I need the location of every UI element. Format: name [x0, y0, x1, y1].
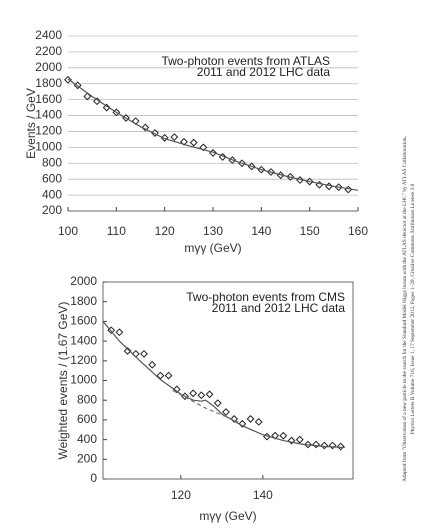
data-point	[140, 349, 148, 358]
y-tick-label: 400	[42, 187, 62, 201]
x-tick-label: 130	[203, 224, 223, 238]
data-point	[102, 103, 111, 112]
x-tick-label: 120	[171, 488, 191, 502]
y-tick-label: 2000	[70, 274, 97, 288]
y-tick-label: 1800	[70, 294, 97, 308]
x-axis-title: mγγ (GeV)	[199, 509, 256, 523]
data-point	[295, 435, 304, 444]
data-point	[141, 123, 150, 132]
annotation: Two-photon events from ATLAS	[161, 54, 330, 68]
data-point	[197, 391, 206, 400]
data-point	[218, 153, 227, 161]
y-tick-label: 1200	[35, 124, 62, 138]
y-tick-label: 0	[90, 471, 97, 485]
data-point	[164, 371, 173, 380]
data-point	[222, 408, 230, 416]
data-point	[115, 328, 124, 337]
x-tick-label: 140	[251, 224, 271, 238]
data-point	[254, 417, 263, 426]
x-tick-label: 100	[58, 224, 78, 238]
y-tick-label: 1200	[70, 353, 97, 367]
credit-line: Physics Letters B Volume 716, Issue 1, 1…	[410, 183, 416, 434]
data-point	[213, 399, 222, 408]
annotation: 2011 and 2012 LHC data	[212, 301, 346, 315]
y-tick-label: 1000	[70, 373, 97, 387]
data-point	[170, 133, 179, 141]
data-point	[83, 92, 92, 101]
y-tick-label: 200	[42, 203, 62, 217]
data-point	[246, 415, 255, 423]
data-point	[189, 389, 198, 398]
y-tick-label: 1000	[35, 140, 62, 154]
annotation: Two-photon events from CMS	[186, 290, 345, 304]
credit-line: Adapted from "Observation of a new parti…	[401, 135, 408, 481]
x-tick-label: 120	[155, 224, 175, 238]
data-point	[123, 347, 132, 355]
y-tick-label: 1600	[70, 314, 97, 328]
y-tick-label: 1400	[70, 333, 97, 347]
fit-line	[102, 321, 345, 449]
data-point	[279, 431, 288, 440]
y-tick-label: 2000	[35, 60, 62, 74]
data-point	[328, 441, 337, 450]
x-tick-label: 150	[300, 224, 320, 238]
y-tick-label: 1800	[35, 76, 62, 90]
data-point	[189, 138, 198, 147]
y-tick-label: 600	[77, 412, 97, 426]
x-tick-label: 160	[348, 224, 368, 238]
data-point	[93, 97, 101, 106]
y-tick-label: 400	[77, 432, 97, 446]
y-tick-label: 1600	[35, 92, 62, 106]
data-point	[205, 390, 214, 399]
data-point	[64, 75, 72, 84]
data-point	[148, 360, 157, 369]
y-tick-label: 800	[77, 392, 97, 406]
y-tick-label: 600	[42, 171, 62, 185]
y-axis-title: Events / GeV	[24, 88, 38, 159]
y-axis-title: Weighted events / (1.67 GeV)	[56, 302, 70, 460]
x-tick-label: 140	[253, 488, 273, 502]
x-axis-title: mγγ (GeV)	[184, 241, 241, 255]
data-point	[320, 441, 329, 450]
y-tick-label: 800	[42, 155, 62, 169]
y-tick-label: 2400	[35, 28, 62, 42]
y-tick-label: 2200	[35, 44, 62, 58]
x-tick-label: 110	[107, 224, 126, 238]
annotation: 2011 and 2012 LHC data	[197, 65, 331, 79]
credit: Adapted from "Observation of a new parti…	[401, 135, 416, 481]
y-tick-label: 1400	[35, 108, 62, 122]
data-point	[312, 440, 321, 449]
plot-frame	[102, 281, 354, 480]
fit-line	[172, 389, 239, 423]
fit-line	[67, 78, 359, 191]
data-point	[172, 385, 181, 394]
y-tick-label: 200	[77, 451, 97, 465]
data-point	[336, 442, 345, 451]
